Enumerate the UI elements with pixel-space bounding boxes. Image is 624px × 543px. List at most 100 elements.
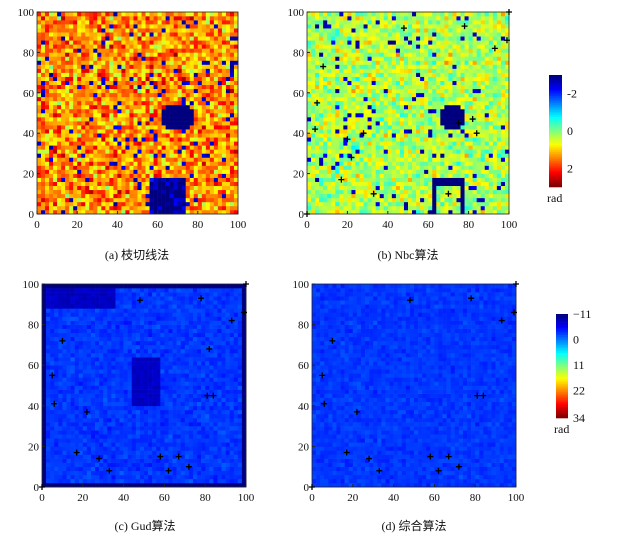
- heatmap-cell: [428, 181, 433, 187]
- heatmap-cell: [173, 60, 178, 65]
- heatmap-cell: [444, 76, 449, 81]
- heatmap-cell: [125, 108, 130, 114]
- heatmap-cell: [460, 133, 465, 138]
- heatmap-cell: [383, 12, 389, 17]
- heatmap-cell: [347, 157, 352, 162]
- heatmap-cell: [85, 189, 90, 195]
- heatmap-cell: [69, 44, 74, 49]
- heatmap-cell: [464, 88, 469, 94]
- heatmap-cell: [363, 24, 368, 29]
- heatmap-cell: [468, 48, 473, 53]
- heatmap-cell: [145, 20, 150, 25]
- heatmap-cell: [197, 16, 203, 21]
- heatmap-cell: [61, 104, 66, 110]
- heatmap-cell: [327, 12, 332, 17]
- heatmap-cell: [355, 80, 360, 86]
- heatmap-cell: [448, 189, 453, 195]
- heatmap-cell: [105, 141, 110, 146]
- heatmap-cell: [197, 100, 203, 106]
- heatmap-cell: [428, 20, 433, 25]
- heatmap-cell: [383, 197, 389, 203]
- heatmap-cell: [165, 36, 170, 41]
- heatmap-cell: [416, 205, 421, 211]
- heatmap-cell: [169, 169, 174, 174]
- heatmap-cell: [225, 12, 231, 17]
- heatmap-cell: [335, 44, 340, 49]
- heatmap-cell: [500, 157, 506, 162]
- heatmap-cell: [109, 104, 114, 110]
- heatmap-cell: [205, 16, 211, 21]
- heatmap-cell: [117, 189, 122, 195]
- heatmap-cell: [101, 201, 106, 207]
- heatmap-cell: [403, 68, 409, 73]
- heatmap-cell: [327, 40, 332, 45]
- heatmap-cell: [391, 185, 397, 191]
- heatmap-cell: [395, 80, 401, 86]
- heatmap-cell: [412, 129, 417, 134]
- heatmap-cell: [412, 189, 417, 195]
- heatmap-cell: [395, 100, 401, 106]
- heatmap-cell: [101, 149, 106, 154]
- heatmap-cell: [347, 92, 352, 98]
- heatmap-cell: [323, 24, 328, 29]
- heatmap-cell: [351, 193, 356, 199]
- heatmap-cell: [468, 104, 473, 110]
- heatmap-cell: [193, 193, 199, 199]
- heatmap-cell: [448, 80, 453, 86]
- heatmap-cell: [109, 36, 114, 41]
- heatmap-cell: [444, 44, 449, 49]
- heatmap-cell: [217, 104, 223, 110]
- heatmap-cell: [161, 205, 166, 211]
- heatmap-cell: [149, 169, 154, 174]
- heatmap-cell: [73, 60, 78, 65]
- heatmap-cell: [97, 161, 102, 166]
- heatmap-cell: [472, 68, 477, 73]
- heatmap-cell: [351, 149, 356, 154]
- heatmap-cell: [169, 20, 174, 25]
- heatmap-cell: [395, 88, 401, 94]
- heatmap-cell: [65, 92, 70, 98]
- heatmap-cell: [420, 52, 425, 57]
- heatmap-cell: [476, 60, 482, 65]
- heatmap-cell: [53, 129, 58, 134]
- heatmap-cell: [49, 20, 54, 25]
- heatmap-cell: [157, 173, 162, 178]
- heatmap-cell: [133, 52, 138, 57]
- heatmap-cell: [351, 24, 356, 29]
- heatmap-cell: [97, 60, 102, 65]
- heatmap-cell: [141, 161, 146, 166]
- heatmap-cell: [49, 88, 54, 94]
- heatmap-cell: [193, 44, 199, 49]
- heatmap-cell: [53, 28, 58, 33]
- heatmap-cell: [436, 125, 441, 130]
- heatmap-cell: [351, 197, 356, 203]
- heatmap-cell: [145, 197, 150, 203]
- heatmap-cell: [456, 80, 461, 86]
- heatmap-cell: [165, 100, 170, 106]
- heatmap-cell: [81, 185, 86, 191]
- heatmap-cell: [395, 181, 401, 187]
- heatmap-cell: [169, 104, 174, 110]
- heatmap-cell: [73, 121, 78, 126]
- heatmap-cell: [375, 24, 381, 29]
- heatmap-cell: [117, 72, 122, 77]
- heatmap-cell: [319, 117, 324, 122]
- heatmap-cell: [408, 80, 413, 86]
- heatmap-cell: [456, 205, 461, 211]
- heatmap-cell: [57, 189, 62, 195]
- heatmap-cell: [468, 108, 473, 114]
- heatmap-cell: [213, 72, 219, 77]
- heatmap-cell: [504, 149, 510, 154]
- heatmap-cell: [387, 12, 393, 17]
- heatmap-cell: [480, 129, 486, 134]
- heatmap-cell: [149, 205, 154, 211]
- heatmap-cell: [137, 24, 142, 29]
- heatmap-cell: [181, 72, 187, 77]
- heatmap-cell: [173, 169, 178, 174]
- heatmap-cell: [85, 44, 90, 49]
- heatmap-cell: [424, 113, 429, 118]
- heatmap-cell: [229, 201, 235, 207]
- heatmap-cell: [327, 205, 332, 211]
- heatmap-cell: [448, 48, 453, 53]
- heatmap-cell: [81, 28, 86, 33]
